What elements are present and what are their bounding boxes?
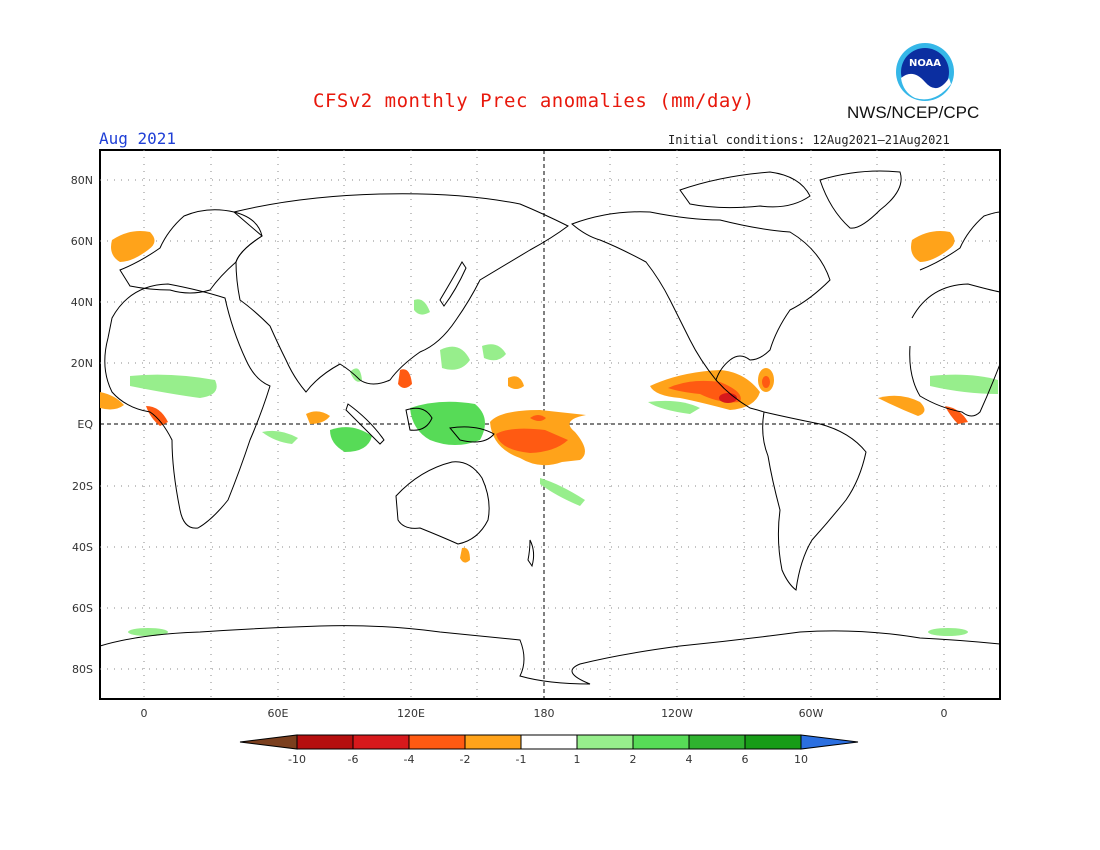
coastline-africa-right bbox=[911, 283, 1001, 319]
lat-label: 80N bbox=[71, 174, 93, 187]
philippine-sea-wet2 bbox=[482, 344, 506, 361]
lon-label: 180 bbox=[534, 707, 555, 720]
south-china-dry bbox=[398, 369, 412, 388]
lat-label: 20N bbox=[71, 357, 93, 370]
coastline-europe-right bbox=[919, 211, 1001, 271]
lat-label: 40S bbox=[72, 541, 93, 554]
precip-anomaly-fills bbox=[100, 231, 998, 636]
coastline-south-america bbox=[762, 411, 867, 591]
coastline-new-guinea bbox=[449, 426, 495, 443]
lon-labels: 0 60E 120E 180 120W 60W 0 bbox=[141, 707, 948, 720]
west-africa-dry bbox=[100, 392, 124, 410]
east-pacific-dry-max bbox=[719, 393, 737, 403]
arabian-sea-dry bbox=[306, 411, 330, 424]
legend-swatch bbox=[688, 734, 746, 750]
lat-labels: 80N 60N 40N 20N EQ 20S 40S 60S 80S bbox=[71, 174, 94, 676]
coastline-africa-right-south bbox=[909, 345, 1001, 417]
legend-label: -6 bbox=[348, 753, 359, 766]
legend-swatch bbox=[296, 734, 354, 750]
legend-swatch bbox=[464, 734, 522, 750]
legend-label: -2 bbox=[460, 753, 471, 766]
caribbean-dry-core bbox=[762, 376, 770, 388]
coastline-asia bbox=[232, 193, 569, 393]
lat-label: 60S bbox=[72, 602, 93, 615]
atlantic-dry-east2 bbox=[945, 406, 968, 424]
legend-swatch bbox=[744, 734, 802, 750]
scandinavia-dry-right bbox=[911, 231, 955, 262]
lat-label: EQ bbox=[77, 418, 93, 431]
coastline-greenland bbox=[819, 170, 902, 229]
coastline-borneo bbox=[405, 407, 433, 431]
legend-swatch bbox=[408, 734, 466, 750]
scandinavia-dry bbox=[111, 231, 155, 262]
lon-label: 60E bbox=[268, 707, 289, 720]
atlantic-dry-east bbox=[878, 395, 925, 416]
lon-label: 60W bbox=[799, 707, 824, 720]
legend-label: 1 bbox=[574, 753, 581, 766]
indian-ocean-wet bbox=[262, 430, 298, 444]
lon-label: 0 bbox=[941, 707, 948, 720]
legend-swatch-low-triangle bbox=[239, 734, 298, 750]
lat-label: 60N bbox=[71, 235, 93, 248]
lon-label: 120E bbox=[397, 707, 425, 720]
philippine-sea-wet bbox=[440, 346, 470, 370]
legend-swatch-high-triangle bbox=[800, 734, 859, 750]
legend-swatch bbox=[632, 734, 690, 750]
legend-swatch bbox=[352, 734, 410, 750]
forecast-month: Aug 2021 bbox=[99, 129, 177, 148]
coastline-new-zealand bbox=[527, 539, 535, 568]
coastline-sumatra bbox=[345, 403, 385, 445]
legend-label: -10 bbox=[288, 753, 306, 766]
central-pacific-dry-core bbox=[530, 415, 546, 421]
coastline-arctic-islands bbox=[679, 171, 811, 209]
noaa-logo: NOAA bbox=[896, 43, 954, 101]
legend-label: 4 bbox=[686, 753, 693, 766]
legend-labels: -10 -6 -4 -2 -1 1 2 4 6 10 bbox=[288, 753, 808, 766]
central-pacific-dry-inner bbox=[496, 428, 568, 453]
gulf-guinea-dry bbox=[146, 406, 168, 426]
coastlines bbox=[99, 170, 1001, 685]
east-asia-wet bbox=[414, 299, 430, 315]
antarctic-wet-right bbox=[928, 628, 968, 636]
legend-label: 10 bbox=[794, 753, 808, 766]
west-pacific-dry bbox=[508, 376, 524, 389]
coastline-japan bbox=[439, 261, 467, 307]
coastline-central-america bbox=[715, 379, 765, 413]
sahel-wet-right bbox=[930, 374, 998, 394]
coastline-australia bbox=[395, 461, 490, 545]
coastline-antarctica bbox=[99, 625, 1001, 685]
noaa-logo-text: NOAA bbox=[909, 58, 941, 69]
antarctic-wet bbox=[128, 628, 168, 636]
legend-swatch bbox=[520, 734, 578, 750]
initial-conditions: Initial conditions: 12Aug2021–21Aug2021 bbox=[668, 133, 950, 147]
map-title: CFSv2 monthly Prec anomalies (mm/day) bbox=[313, 90, 755, 112]
lat-label: 80S bbox=[72, 663, 93, 676]
east-pacific-wet bbox=[648, 400, 700, 414]
maritime-wet bbox=[410, 401, 485, 445]
organization-label: NWS/NCEP/CPC bbox=[847, 103, 980, 122]
lat-label: 20S bbox=[72, 480, 93, 493]
color-legend bbox=[239, 734, 859, 750]
legend-label: 2 bbox=[630, 753, 637, 766]
australia-dry bbox=[460, 547, 470, 563]
coastline-africa bbox=[104, 283, 271, 529]
spcz-wet bbox=[540, 478, 585, 506]
lat-gridlines bbox=[100, 179, 1000, 670]
legend-label: -4 bbox=[404, 753, 415, 766]
legend-swatch bbox=[576, 734, 634, 750]
sumatra-wet bbox=[330, 427, 372, 452]
legend-label: -1 bbox=[516, 753, 527, 766]
lon-label: 0 bbox=[141, 707, 148, 720]
sahel-wet bbox=[130, 374, 217, 398]
coastline-north-america bbox=[571, 211, 831, 382]
lat-label: 40N bbox=[71, 296, 93, 309]
legend-label: 6 bbox=[742, 753, 749, 766]
lon-label: 120W bbox=[661, 707, 693, 720]
